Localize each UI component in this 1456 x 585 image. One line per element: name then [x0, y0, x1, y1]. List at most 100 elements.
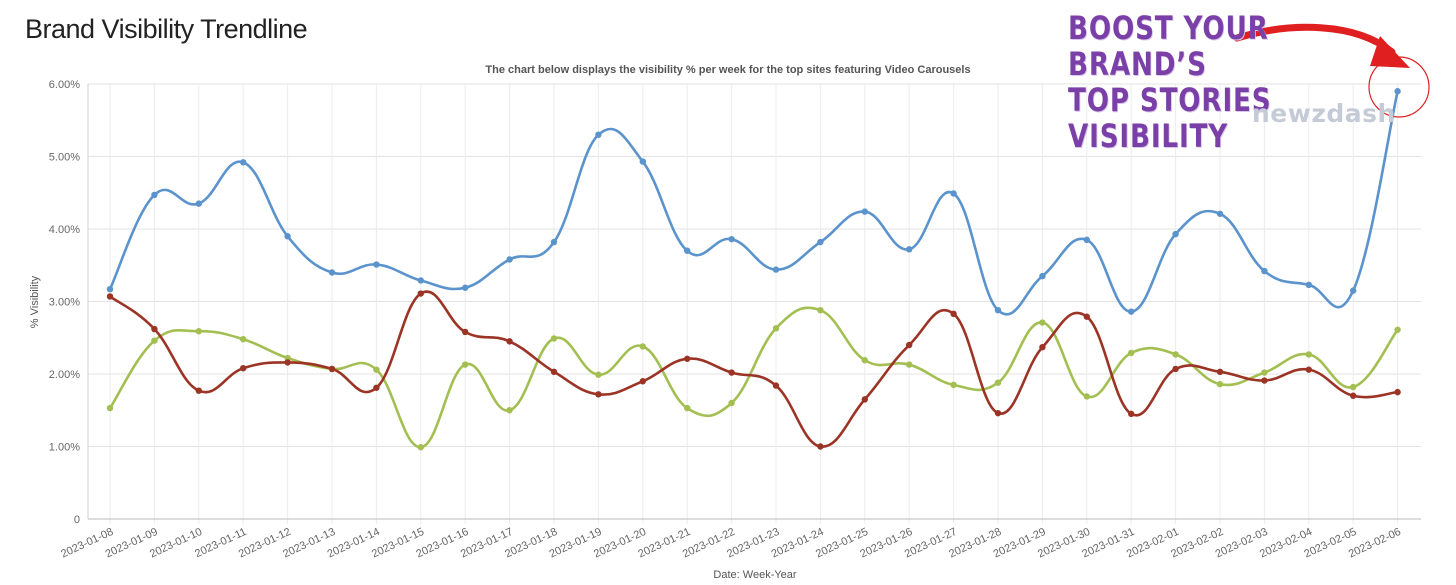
data-point — [1305, 351, 1313, 358]
data-point — [684, 404, 691, 412]
data-point — [1261, 377, 1268, 384]
data-point — [1039, 343, 1046, 351]
data-point — [861, 208, 868, 215]
page-title: Brand Visibility Trendline — [25, 14, 308, 44]
data-point — [462, 328, 469, 336]
data-point — [595, 131, 602, 138]
data-point — [906, 361, 913, 368]
data-point — [1394, 88, 1401, 95]
data-point — [550, 238, 558, 246]
data-point — [106, 404, 114, 412]
series-points — [106, 88, 1401, 451]
data-point — [772, 325, 780, 332]
data-point — [462, 361, 469, 368]
data-point — [950, 381, 957, 389]
data-point — [1216, 368, 1224, 376]
data-point — [240, 365, 247, 372]
data-point — [1128, 349, 1135, 357]
data-point — [861, 357, 868, 364]
data-point — [417, 290, 424, 297]
data-point — [684, 247, 691, 254]
data-point — [728, 399, 735, 407]
data-point — [994, 409, 1002, 417]
data-point — [240, 336, 247, 343]
data-point — [1261, 369, 1268, 376]
data-point — [1172, 351, 1179, 358]
data-point — [1039, 319, 1046, 326]
data-point — [1083, 313, 1091, 320]
data-point — [994, 307, 1002, 314]
data-point — [906, 341, 913, 349]
x-axis-ticks: 2023-01-082023-01-092023-01-102023-01-11… — [59, 526, 1403, 561]
data-point — [284, 359, 291, 366]
data-point — [373, 384, 380, 391]
data-point — [373, 366, 380, 373]
data-point — [728, 235, 735, 243]
y-tick-label: 0 — [74, 514, 80, 526]
data-point — [151, 337, 158, 344]
data-point — [328, 269, 336, 276]
data-point — [1216, 210, 1224, 217]
y-tick-label: 5.00% — [49, 152, 80, 164]
data-point — [373, 261, 380, 268]
data-point — [906, 246, 913, 253]
data-point — [1350, 287, 1357, 294]
data-point — [817, 443, 824, 450]
promo-line: VISIBILITY — [1068, 117, 1229, 155]
data-point — [1261, 267, 1268, 275]
data-point — [506, 407, 513, 414]
promo-line: BOOST YOUR — [1068, 9, 1269, 47]
data-point — [639, 158, 646, 165]
brand-logo: newzdash — [1252, 99, 1396, 128]
data-point — [1083, 236, 1091, 244]
data-point — [240, 159, 247, 166]
data-point — [328, 365, 336, 373]
data-point — [550, 335, 558, 342]
y-axis-label: % Visibility — [29, 275, 41, 328]
promo-line: BRAND’S — [1068, 45, 1207, 83]
data-point — [639, 378, 646, 385]
data-point — [1172, 230, 1179, 238]
y-tick-label: 2.00% — [49, 369, 80, 381]
promo-banner: BOOST YOUR BRAND’S TOP STORIES VISIBILIT… — [1068, 10, 1271, 154]
y-tick-label: 1.00% — [49, 442, 80, 454]
data-point — [1128, 308, 1135, 315]
y-tick-label: 6.00% — [49, 79, 80, 91]
data-point — [1172, 365, 1179, 373]
data-point — [195, 328, 202, 335]
data-point — [639, 343, 646, 350]
data-point — [1350, 392, 1357, 399]
data-point — [772, 266, 780, 273]
data-point — [1305, 281, 1313, 289]
y-tick-label: 3.00% — [49, 297, 80, 309]
data-point — [195, 387, 202, 394]
data-point — [861, 396, 868, 403]
chart-grid — [87, 83, 1421, 524]
data-point — [595, 391, 602, 398]
data-point — [994, 379, 1002, 386]
arrow-icon — [1233, 23, 1410, 68]
series-line-2 — [108, 306, 1399, 449]
data-point — [506, 256, 513, 263]
data-point — [462, 284, 469, 291]
chart-subtitle: The chart below displays the visibility … — [485, 64, 971, 76]
promo-line: TOP STORIES — [1068, 81, 1272, 119]
data-point — [1216, 380, 1224, 388]
data-point — [106, 285, 114, 293]
data-point — [151, 325, 158, 333]
data-point — [1039, 272, 1046, 280]
data-point — [284, 233, 291, 240]
data-point — [772, 382, 780, 389]
data-point — [950, 310, 957, 318]
data-point — [1305, 366, 1313, 373]
y-axis-ticks: 0 1.00% 2.00% 3.00% 4.00% 5.00% 6.00% — [49, 79, 80, 526]
data-point — [151, 191, 158, 199]
data-point — [1394, 388, 1401, 396]
data-point — [506, 338, 513, 345]
data-point — [550, 368, 558, 376]
data-point — [417, 444, 424, 451]
data-point — [417, 277, 424, 284]
x-axis-label: Date: Week-Year — [713, 569, 796, 581]
data-point — [1350, 383, 1357, 391]
